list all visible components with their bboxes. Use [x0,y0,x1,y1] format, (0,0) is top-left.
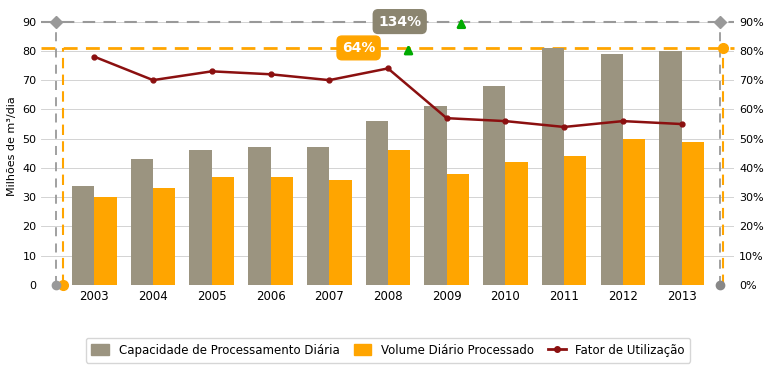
Bar [506,162,527,285]
Y-axis label: Milhões de m³/dia: Milhões de m³/dia [7,96,17,196]
Bar [190,150,212,285]
Bar [446,174,469,285]
Bar [564,156,587,285]
Bar [329,180,352,285]
Bar [623,139,645,285]
Bar [94,197,116,285]
Text: 64%: 64% [342,41,375,55]
Bar [72,186,94,285]
Bar [212,177,234,285]
Bar [483,86,506,285]
Bar [659,51,682,285]
Text: 134%: 134% [378,15,421,29]
Bar [365,121,388,285]
Bar [248,147,271,285]
Legend: Capacidade de Processamento Diária, Volume Diário Processado, Fator de Utilizaçã: Capacidade de Processamento Diária, Volu… [86,338,690,363]
Bar [153,189,175,285]
Bar [424,106,446,285]
Bar [601,54,623,285]
Bar [682,142,704,285]
Bar [307,147,329,285]
Bar [271,177,293,285]
Bar [131,159,153,285]
Bar [388,150,410,285]
Bar [542,48,564,285]
